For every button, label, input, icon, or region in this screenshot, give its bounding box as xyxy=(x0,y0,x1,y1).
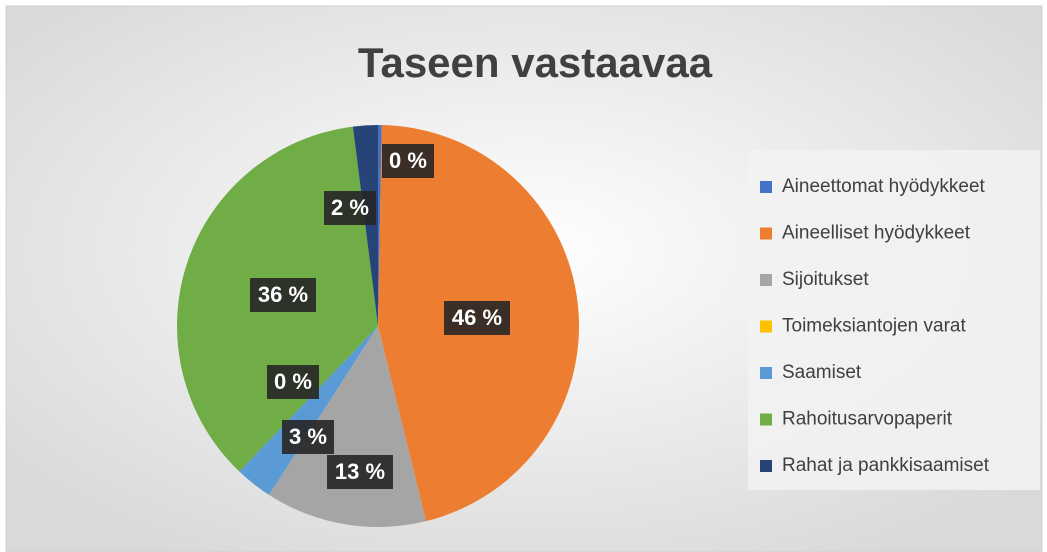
data-label: 0 % xyxy=(274,369,312,394)
data-label: 46 % xyxy=(452,305,502,330)
legend-label: Aineettomat hyödykkeet xyxy=(782,176,986,197)
data-label-box xyxy=(267,365,319,399)
legend-swatch xyxy=(760,367,772,379)
chart-title: Taseen vastaavaa xyxy=(358,39,713,86)
data-label: 0 % xyxy=(389,148,427,173)
data-label-box xyxy=(282,420,334,454)
data-label-box xyxy=(444,301,510,335)
legend-label: Aineelliset hyödykkeet xyxy=(782,223,971,244)
data-label-box xyxy=(327,455,393,489)
data-label-box xyxy=(382,144,434,178)
legend-swatch xyxy=(760,227,772,240)
pie-slice xyxy=(352,125,378,326)
data-label: 3 % xyxy=(289,424,327,449)
legend-label: Rahoitusarvopaperit xyxy=(782,409,953,430)
legend-swatch xyxy=(760,181,772,193)
legend-label: Rahat ja pankkisaamiset xyxy=(782,455,990,476)
legend-swatch xyxy=(760,274,772,286)
pie-slice xyxy=(378,125,382,326)
legend-label: Sijoitukset xyxy=(782,269,869,290)
data-label-box xyxy=(324,191,376,225)
data-label: 2 % xyxy=(331,195,369,220)
pie-slice xyxy=(239,326,378,495)
data-label-box xyxy=(250,278,316,312)
legend-label: Saamiset xyxy=(782,362,862,383)
data-label: 36 % xyxy=(258,282,308,307)
legend-swatch xyxy=(760,413,772,426)
data-label: 13 % xyxy=(335,459,385,484)
legend-label: Toimeksiantojen varat xyxy=(782,316,966,337)
legend-swatch xyxy=(760,460,772,472)
legend-box xyxy=(748,150,1040,490)
legend-swatch xyxy=(760,320,772,333)
